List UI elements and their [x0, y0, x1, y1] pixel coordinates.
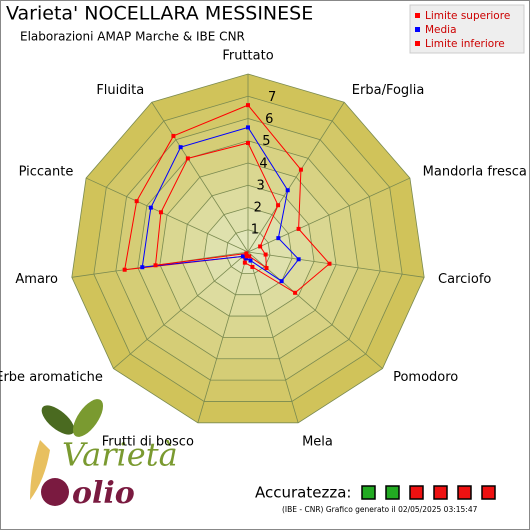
- legend-marker: [415, 41, 420, 46]
- data-point: [158, 210, 163, 215]
- category-label: Erba/Foglia: [352, 83, 425, 98]
- r-tick-label: 6: [265, 112, 273, 127]
- category-label: Piccante: [19, 165, 74, 180]
- r-tick-label: 3: [257, 178, 265, 193]
- legend-marker: [415, 27, 420, 32]
- data-point: [140, 265, 145, 270]
- data-point: [276, 236, 281, 241]
- accuracy-square: [433, 485, 448, 500]
- data-point: [246, 103, 250, 108]
- data-point: [242, 260, 247, 265]
- r-tick-label: 1: [251, 222, 259, 237]
- logo-shape: [30, 440, 50, 500]
- r-tick-label: 4: [259, 156, 267, 171]
- accuracy-square: [481, 485, 496, 500]
- r-tick-label: 5: [262, 134, 270, 149]
- category-label: Frutti di bosco: [102, 435, 194, 450]
- axis-line: [247, 177, 411, 253]
- category-label: Carciofo: [438, 272, 491, 287]
- data-point: [240, 254, 245, 259]
- data-point: [134, 199, 139, 204]
- chart-subtitle: Elaborazioni AMAP Marche & IBE CNR: [20, 30, 245, 44]
- axis-line: [247, 102, 345, 253]
- logo-text: Varietà: [62, 436, 178, 474]
- axis-line: [197, 251, 249, 423]
- data-point: [122, 267, 127, 272]
- category-label: Mandorla fresca: [423, 165, 527, 180]
- data-point: [178, 145, 183, 150]
- series-line: [141, 126, 300, 282]
- logo-leaf: [72, 399, 104, 437]
- accuracy-square: [361, 485, 376, 500]
- data-point: [298, 167, 303, 172]
- legend-label: Limite superiore: [425, 10, 510, 22]
- series-line: [124, 104, 331, 294]
- category-label: Pomodoro: [393, 370, 458, 385]
- category-label: Erbe aromatiche: [0, 370, 103, 385]
- accuracy-label: Accuratezza:: [255, 484, 351, 502]
- data-point: [279, 279, 284, 284]
- axis-line: [247, 251, 383, 369]
- logo-olive: [41, 478, 69, 506]
- category-label: Amaro: [15, 272, 58, 287]
- r-tick-label: 7: [268, 90, 276, 105]
- data-point: [171, 133, 176, 138]
- category-label: Fluidita: [96, 83, 144, 98]
- legend-label: Limite inferiore: [425, 38, 505, 50]
- data-point: [153, 263, 158, 268]
- data-point: [327, 261, 332, 266]
- data-point: [264, 266, 269, 271]
- axis-line: [151, 102, 249, 253]
- data-point: [276, 203, 281, 208]
- accuracy-square: [457, 485, 472, 500]
- category-label: Fruttato: [222, 49, 273, 64]
- data-point: [246, 125, 250, 130]
- legend-box: [409, 4, 525, 54]
- axis-line: [247, 251, 299, 423]
- data-point: [244, 256, 249, 261]
- data-point: [285, 188, 290, 193]
- data-point: [247, 254, 252, 259]
- data-point: [244, 251, 249, 256]
- data-point: [250, 264, 255, 269]
- data-point: [263, 252, 268, 257]
- data-point: [296, 257, 301, 262]
- logo-leaf: [41, 405, 75, 435]
- chart-title: Varieta' NOCELLARA MESSINESE: [6, 3, 313, 25]
- data-point: [293, 290, 298, 295]
- accuracy-squares: [361, 485, 496, 500]
- logo: Varietà olio: [30, 399, 178, 511]
- axis-line: [85, 177, 249, 253]
- legend-marker: [415, 13, 420, 18]
- accuracy-square: [409, 485, 424, 500]
- data-point: [296, 226, 301, 231]
- legend-label: Media: [425, 24, 457, 36]
- r-tick-label: 2: [254, 200, 262, 215]
- data-point: [248, 258, 253, 263]
- data-point: [258, 244, 263, 249]
- axis-line: [247, 251, 425, 278]
- logo-text: olio: [72, 476, 135, 511]
- data-point: [246, 140, 250, 145]
- data-point: [185, 156, 190, 161]
- axis-line: [113, 251, 249, 369]
- accuracy-square: [385, 485, 400, 500]
- data-point: [148, 205, 153, 210]
- category-label: Mela: [302, 435, 333, 450]
- footer: (IBE - CNR) Grafico generato il 02/05/20…: [282, 505, 478, 514]
- data-point: [244, 254, 249, 259]
